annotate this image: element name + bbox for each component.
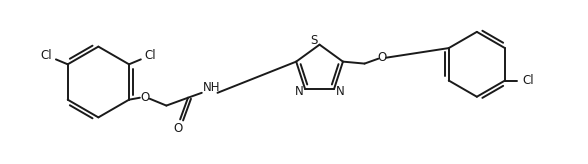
- Text: O: O: [377, 51, 387, 64]
- Text: NH: NH: [203, 81, 220, 94]
- Text: O: O: [140, 91, 149, 104]
- Text: S: S: [310, 34, 318, 47]
- Text: N: N: [336, 85, 345, 98]
- Text: O: O: [173, 122, 183, 135]
- Text: Cl: Cl: [145, 49, 156, 62]
- Text: N: N: [295, 85, 303, 98]
- Text: Cl: Cl: [523, 74, 534, 87]
- Text: Cl: Cl: [41, 49, 52, 62]
